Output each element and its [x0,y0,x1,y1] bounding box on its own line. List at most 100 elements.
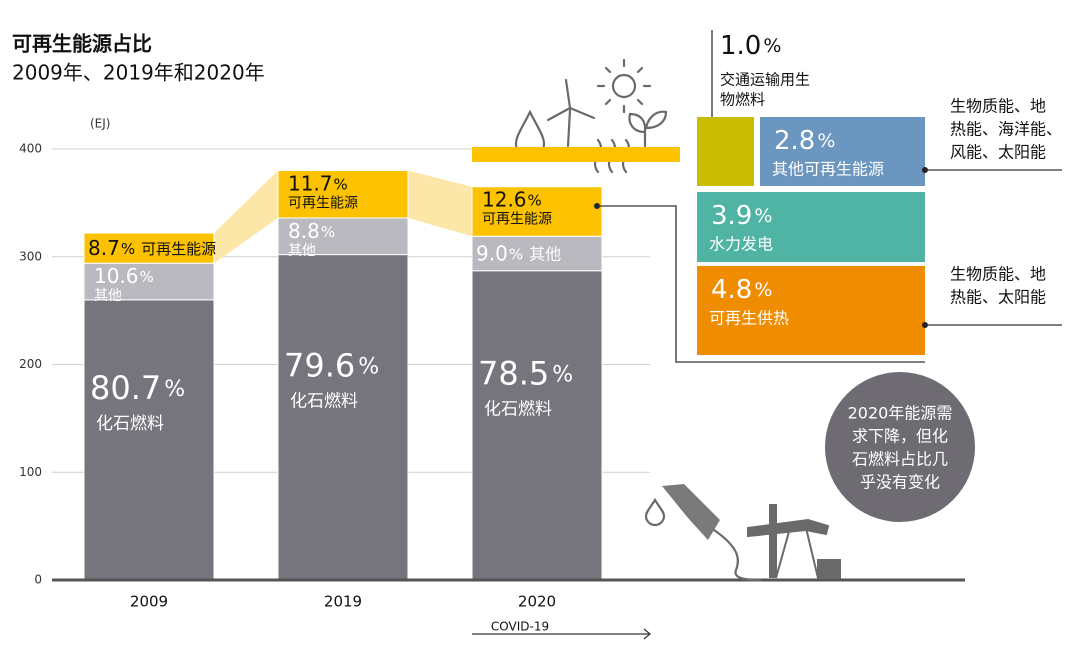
segment-name: 可再生能源 [141,240,216,258]
y-tick-label: 200 [19,357,42,371]
icons [514,58,841,582]
turbine-blades [546,78,596,122]
pumpjack-icon [747,504,841,579]
leaf-icon [628,110,668,148]
share-unit: % [763,35,781,57]
renewable-band [472,147,680,162]
breakdown-share: 2.8% [774,126,835,156]
share-label: 9.0% 其他 [476,241,561,265]
breakdown-block [697,117,754,186]
note-text: 热能、太阳能 [950,288,1046,307]
bar-segment [277,254,409,581]
bar-segment [83,232,215,264]
segment-name: 其他 [288,243,316,259]
share-value: 4.8 [711,275,752,305]
x-tick-label: 2009 [130,593,168,611]
note-text: 生物质能、地 [950,97,1046,116]
share-value: 12.6 [482,187,527,211]
share-label: 10.6% [94,264,154,288]
connector-band [408,170,472,237]
share-unit: % [552,362,573,387]
share-value: 78.5 [478,354,549,392]
breakdown-name: 交通运输用生 [720,71,810,89]
segment-name: 可再生能源 [288,196,358,212]
share-value: 1.0 [720,31,761,61]
note-text: 2020年能源需 [848,404,953,423]
breakdown-name: 物燃料 [720,91,765,109]
hose-icon [712,528,762,582]
segment-name: 可再生能源 [482,212,552,228]
share-label: 79.6% [284,346,379,384]
share-unit: % [754,279,772,301]
note-circle [825,372,975,522]
share-unit: % [528,191,542,209]
chart-title: 可再生能源占比 [12,32,152,56]
segment-name: 其他 [94,288,122,304]
share-value: 10.6 [94,264,139,288]
breakdown-block [697,266,925,355]
period-arrow [472,628,651,640]
sun-icon [611,73,637,99]
breakdown-name: 其他可再生能源 [772,160,884,179]
period-label: COVID-19 [491,620,549,634]
bar-segment [471,270,603,581]
share-unit: % [140,268,154,286]
chart-subtitle: 2009年、2019年和2020年 [12,61,265,85]
share-label: 78.5% [478,354,573,392]
share-label: 8.8% [288,218,335,242]
breakdown-share: 4.8% [711,275,772,305]
segment-name: 化石燃料 [96,414,164,434]
connector-band [214,170,278,264]
note-text: 生物质能、地 [950,265,1046,284]
share-unit: % [358,354,379,379]
x-tick-label: 2019 [324,593,362,611]
bar-segment [83,299,215,581]
oil-drop-icon [644,497,666,527]
share-value: 80.7 [90,369,161,407]
share-unit: % [321,222,335,240]
y-axis-unit: (EJ) [90,117,110,131]
nozzle-icon [662,484,720,540]
sun-rays [596,58,652,114]
bar-segment [277,170,409,219]
share-value: 9.0 [476,241,508,265]
segment-name: 化石燃料 [484,399,552,419]
share-unit: % [754,205,772,227]
note-text: 热能、海洋能、 [950,120,1062,139]
share-value: 2.8 [774,126,815,156]
share-unit: % [164,377,185,402]
share-label: 11.7% [288,171,348,195]
note-text: 求下降，但化 [852,427,948,446]
note-text: 风能、太阳能 [950,143,1046,162]
share-label: 80.7% [90,369,185,407]
y-tick-label: 300 [19,249,42,263]
segment-name: 化石燃料 [290,391,358,411]
bracket-line [597,205,925,363]
share-value: 3.9 [711,201,752,231]
y-tick-label: 100 [19,465,42,479]
y-tick-label: 0 [34,573,42,587]
bar-segment [83,262,215,301]
bar-segment [471,186,603,237]
share-value: 11.7 [288,171,333,195]
share-value: 8.7 [88,236,120,260]
share-unit: % [817,130,835,152]
note-text: 石燃料占比几 [852,450,948,469]
note-text: 乎没有变化 [860,473,940,492]
bar-segment [277,217,409,256]
breakdown-share: 1.0% [720,31,781,61]
turbine-icon [566,108,572,148]
bar-segment [471,235,603,272]
share-unit: % [509,245,523,263]
share-value: 8.8 [288,218,320,242]
x-tick-label: 2020 [518,593,556,611]
share-unit: % [121,240,135,258]
y-tick-label: 400 [19,142,42,156]
breakdown-name: 可再生供热 [709,309,789,328]
breakdown-block [697,192,925,262]
